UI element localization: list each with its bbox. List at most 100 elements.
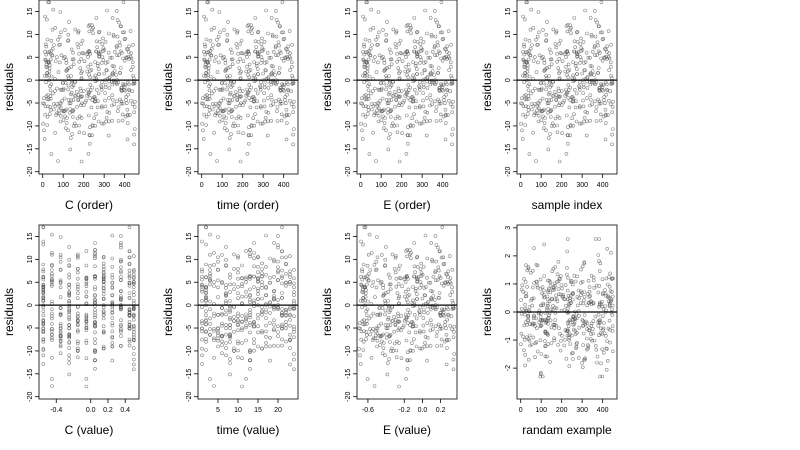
data-point xyxy=(84,317,89,322)
data-point xyxy=(578,55,583,59)
data-point xyxy=(225,32,230,37)
data-point xyxy=(288,346,292,350)
data-point xyxy=(522,323,527,328)
data-point xyxy=(228,304,232,308)
data-point xyxy=(593,237,598,241)
data-point xyxy=(132,324,136,329)
data-point xyxy=(260,121,265,126)
data-point xyxy=(69,136,73,140)
data-point xyxy=(556,279,561,284)
data-point xyxy=(252,264,256,269)
data-point xyxy=(119,307,123,312)
data-point xyxy=(271,69,276,73)
data-point xyxy=(522,80,526,84)
data-point xyxy=(264,233,268,238)
data-point xyxy=(236,291,240,296)
data-point xyxy=(566,51,571,56)
data-point xyxy=(96,119,101,124)
data-point xyxy=(288,307,292,312)
data-point xyxy=(254,45,259,50)
data-point xyxy=(439,343,444,348)
data-point xyxy=(58,119,63,124)
data-point xyxy=(606,113,610,117)
data-point xyxy=(546,107,551,111)
y-tick-label: -15 xyxy=(27,144,34,154)
data-point xyxy=(587,289,592,294)
data-point xyxy=(607,301,612,306)
data-point xyxy=(93,264,97,269)
data-point xyxy=(129,98,133,103)
data-point xyxy=(582,313,587,317)
data-point xyxy=(53,59,58,63)
data-point xyxy=(600,374,605,379)
data-point xyxy=(575,72,579,76)
data-point xyxy=(359,121,363,126)
y-tick-label: 10 xyxy=(186,255,193,263)
data-point xyxy=(284,312,288,317)
data-point xyxy=(41,362,46,366)
data-point xyxy=(553,42,558,46)
data-point xyxy=(595,40,600,45)
data-point xyxy=(107,86,112,90)
data-point xyxy=(127,87,131,92)
data-point xyxy=(217,10,222,14)
data-point xyxy=(101,283,106,287)
data-point xyxy=(276,269,280,273)
x-tick-label: 300 xyxy=(257,182,269,189)
data-point xyxy=(534,340,539,345)
data-point xyxy=(88,51,93,56)
data-point xyxy=(531,89,535,93)
data-point xyxy=(559,338,563,343)
data-point xyxy=(597,99,602,104)
data-point xyxy=(411,99,416,103)
data-point xyxy=(556,86,561,91)
data-point xyxy=(519,298,523,302)
data-point xyxy=(210,7,214,12)
data-point xyxy=(574,61,578,66)
data-point xyxy=(367,38,372,43)
y-tick-label: 10 xyxy=(27,30,34,38)
data-point xyxy=(523,312,527,317)
data-point xyxy=(386,304,391,308)
y-tick-label: -10 xyxy=(345,346,352,356)
data-point xyxy=(428,307,433,312)
data-point xyxy=(236,270,240,275)
data-point xyxy=(368,332,372,337)
data-point xyxy=(526,57,531,62)
data-point xyxy=(369,314,374,318)
data-point xyxy=(283,55,288,60)
data-point xyxy=(362,44,367,49)
data-point xyxy=(520,137,525,141)
data-point xyxy=(361,242,365,247)
data-point xyxy=(93,313,97,318)
data-point xyxy=(433,34,438,39)
data-point xyxy=(58,313,63,317)
data-point xyxy=(284,107,289,112)
data-point xyxy=(592,338,597,343)
data-point xyxy=(246,113,250,118)
data-point xyxy=(119,334,123,338)
data-point xyxy=(241,131,245,135)
data-point xyxy=(365,112,370,116)
data-point xyxy=(236,348,240,353)
data-point xyxy=(408,124,413,128)
data-point xyxy=(377,30,381,35)
data-point xyxy=(118,24,123,29)
data-point xyxy=(50,333,54,337)
data-point xyxy=(273,9,278,13)
data-point xyxy=(406,287,411,292)
data-point xyxy=(445,272,449,277)
data-point xyxy=(374,285,379,290)
data-point xyxy=(121,0,126,5)
data-point xyxy=(110,264,115,269)
data-point xyxy=(248,323,252,327)
data-point xyxy=(387,65,392,69)
data-point xyxy=(248,315,252,320)
data-point xyxy=(597,88,602,92)
data-point xyxy=(132,346,136,350)
data-point xyxy=(93,285,97,289)
data-point xyxy=(449,42,453,47)
data-point xyxy=(244,317,248,322)
data-point xyxy=(101,305,106,310)
data-point xyxy=(204,50,209,55)
